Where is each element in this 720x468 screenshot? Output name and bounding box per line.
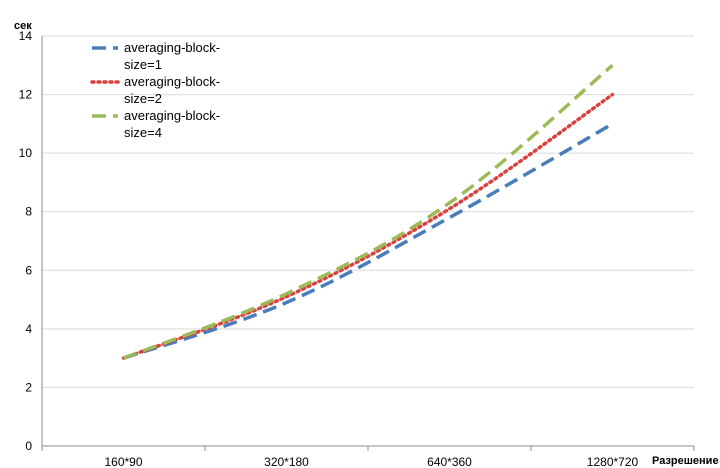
gridlines bbox=[42, 35, 694, 388]
series-line-2 bbox=[121, 92, 615, 360]
x-tick-label: 160*90 bbox=[104, 455, 142, 468]
series-lines bbox=[121, 63, 615, 360]
series-line-1 bbox=[122, 122, 614, 360]
legend-label: averaging-block- bbox=[124, 40, 220, 55]
legend-label: size=2 bbox=[124, 91, 162, 106]
legend-label: size=1 bbox=[124, 57, 162, 72]
y-axis-ticks: 0 2 4 6 8 10 12 14 bbox=[19, 29, 33, 453]
y-tick-label: 0 bbox=[25, 439, 32, 453]
series-line-3 bbox=[122, 63, 614, 360]
legend-label: averaging-block- bbox=[124, 108, 220, 123]
y-tick-label: 2 bbox=[25, 380, 32, 394]
x-tick-label: 1280*720 bbox=[587, 455, 639, 468]
x-tick-label: 320*180 bbox=[264, 455, 309, 468]
x-axis-ticks: 160*90 320*180 640*360 1280*720 bbox=[41, 446, 695, 468]
y-tick-label: 4 bbox=[25, 322, 32, 336]
y-axis-title: сек bbox=[14, 20, 32, 32]
legend-label: size=4 bbox=[124, 125, 162, 140]
y-tick-label: 8 bbox=[25, 205, 32, 219]
y-tick-label: 14 bbox=[19, 29, 33, 43]
y-tick-label: 6 bbox=[25, 263, 32, 277]
x-axis-title: Разрешение bbox=[652, 455, 719, 467]
legend: averaging-block-size=1 averaging-block-si… bbox=[90, 40, 220, 140]
y-tick-label: 12 bbox=[19, 88, 33, 102]
y-tick-label: 10 bbox=[19, 146, 33, 160]
x-tick-label: 640*360 bbox=[427, 455, 472, 468]
legend-label: averaging-block- bbox=[124, 74, 220, 89]
